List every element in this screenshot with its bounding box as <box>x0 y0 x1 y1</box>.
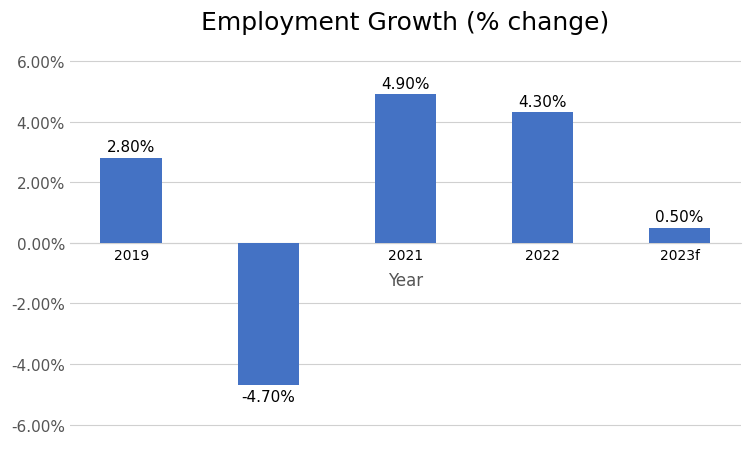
Text: 2.80%: 2.80% <box>107 140 156 155</box>
Text: 0.50%: 0.50% <box>655 210 704 225</box>
Bar <box>238 243 299 386</box>
Bar <box>374 95 436 243</box>
Bar <box>649 228 711 243</box>
Title: Employment Growth (% change): Employment Growth (% change) <box>202 11 610 35</box>
Bar <box>511 113 573 243</box>
Text: -4.70%: -4.70% <box>241 389 296 404</box>
Text: 4.90%: 4.90% <box>381 77 429 92</box>
X-axis label: Year: Year <box>388 271 423 289</box>
Text: 4.30%: 4.30% <box>518 95 567 110</box>
Bar <box>101 159 162 243</box>
